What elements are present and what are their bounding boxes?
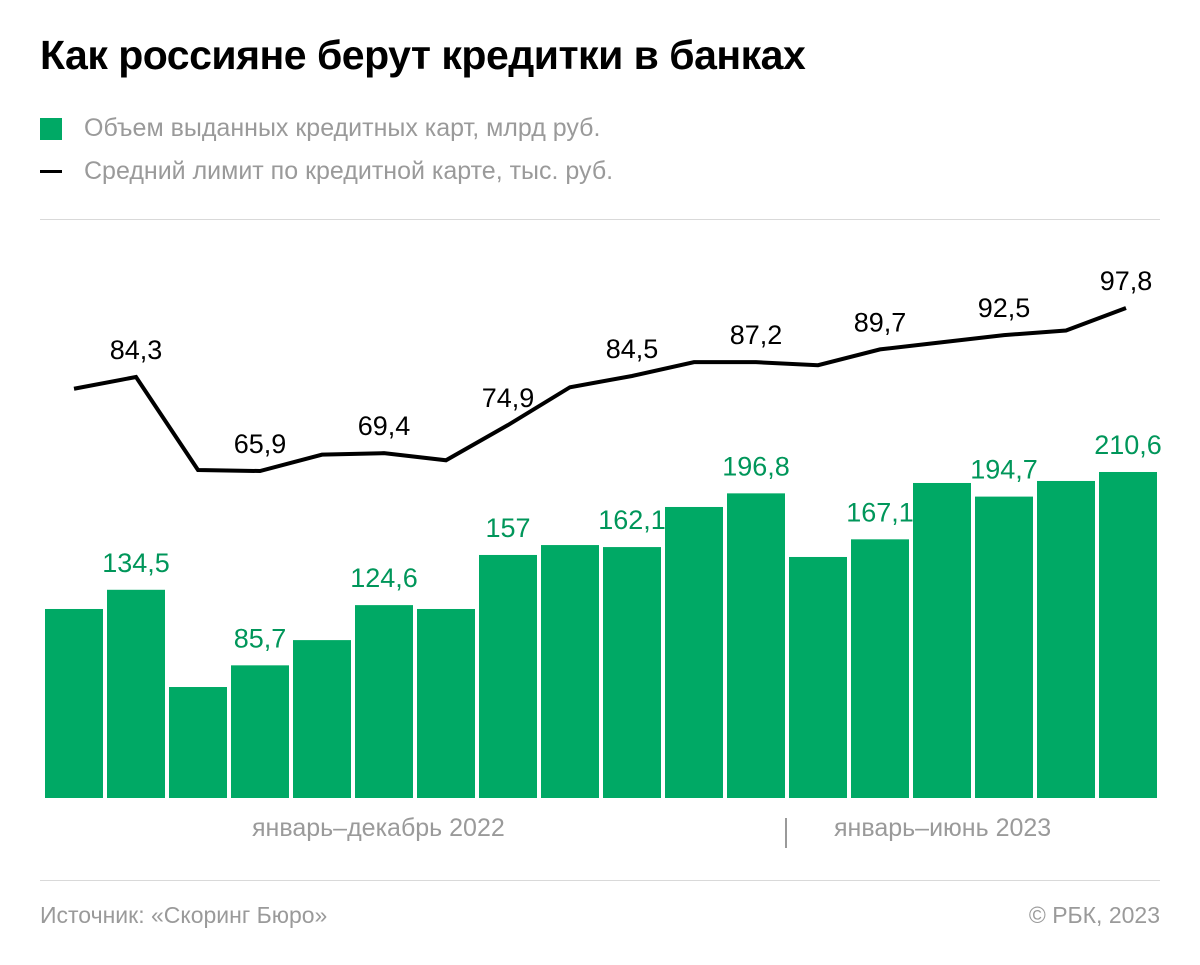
bar — [45, 608, 103, 798]
bar-data-label: 134,5 — [102, 548, 170, 578]
line-data-label: 74,9 — [482, 383, 535, 413]
bar-data-label: 85,7 — [234, 623, 287, 653]
period-label-2023: январь–июнь 2023 — [834, 814, 1052, 842]
bar — [1099, 471, 1157, 798]
bar-data-label: 157 — [485, 513, 530, 543]
source-note: Источник: «Скоринг Бюро» — [40, 902, 328, 928]
divider-bottom — [40, 880, 1160, 881]
divider-top — [40, 219, 1160, 220]
bar — [727, 493, 785, 798]
legend-item-volume: Объем выданных кредитных карт, млрд руб. — [40, 114, 600, 143]
line-data-label: 97,8 — [1100, 266, 1153, 296]
period-separator — [785, 818, 787, 848]
line-data-label: 87,2 — [730, 320, 783, 350]
bar — [479, 554, 537, 798]
bar — [789, 556, 847, 798]
legend-item-limit: Средний лимит по кредитной карте, тыс. р… — [40, 157, 613, 186]
legend-label-volume: Объем выданных кредитных карт, млрд руб. — [84, 114, 601, 142]
line-data-label: 89,7 — [854, 307, 907, 337]
bar — [293, 640, 351, 798]
legend-line-swatch — [40, 170, 62, 173]
line-data-label: 65,9 — [234, 429, 287, 459]
bar — [541, 545, 599, 798]
period-label-2022: январь–декабрь 2022 — [252, 814, 505, 842]
bar — [355, 605, 413, 798]
bar — [107, 589, 165, 798]
bar — [851, 539, 909, 798]
bar-data-label: 124,6 — [350, 563, 418, 593]
line-data-label: 84,5 — [606, 334, 659, 364]
copyright: © РБК, 2023 — [1028, 902, 1160, 928]
chart-title: Как россияне берут кредитки в банках — [40, 32, 806, 78]
bar-data-label: 162,1 — [598, 505, 666, 535]
line-data-label: 92,5 — [978, 293, 1031, 323]
legend-label-limit: Средний лимит по кредитной карте, тыс. р… — [84, 157, 614, 185]
line-data-label: 84,3 — [110, 335, 163, 365]
bar — [417, 608, 475, 798]
bar — [1037, 480, 1095, 798]
bar-data-label: 210,6 — [1094, 430, 1162, 460]
bar — [665, 506, 723, 798]
bar — [231, 665, 289, 798]
bar — [913, 482, 971, 798]
bar — [169, 687, 227, 798]
bar — [603, 547, 661, 798]
line-series — [73, 306, 1127, 474]
line-data-label: 69,4 — [358, 411, 411, 441]
legend-bar-swatch — [40, 117, 62, 140]
bar-data-label: 194,7 — [970, 455, 1038, 485]
bar — [975, 496, 1033, 798]
bar-data-label: 196,8 — [722, 451, 790, 481]
bar-data-label: 167,1 — [846, 497, 914, 527]
